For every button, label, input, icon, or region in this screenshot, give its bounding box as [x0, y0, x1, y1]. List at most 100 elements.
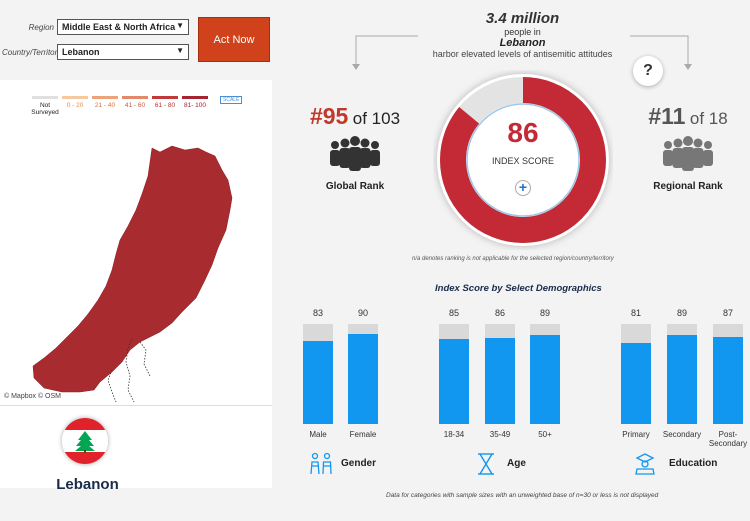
bar-track	[485, 324, 515, 424]
graduate-icon	[635, 453, 655, 475]
bar-category-label: Female	[349, 430, 377, 439]
gender-icon	[310, 452, 332, 475]
region-select-value: Middle East & North Africa	[62, 22, 176, 32]
scale-toggle[interactable]: SCALE	[220, 96, 243, 104]
global-rank-label: Global Rank	[325, 181, 385, 192]
legend-item: Not Surveyed	[30, 96, 60, 116]
border-line	[107, 369, 117, 403]
headline-country: Lebanon	[499, 37, 546, 49]
bar-category-label: 50+	[538, 430, 552, 439]
legend-item: 81- 100	[180, 96, 210, 116]
global-rank-number: #95	[309, 103, 349, 129]
bar-category-label: Male	[309, 430, 327, 439]
bar-value-label: 86	[494, 308, 505, 318]
legend-label: 81- 100	[183, 102, 207, 109]
border-line	[139, 341, 151, 377]
country-select[interactable]: Lebanon ▼	[57, 44, 189, 60]
legend-swatch	[62, 96, 88, 99]
country-map[interactable]	[0, 80, 272, 405]
people-in-text: people in	[504, 27, 541, 37]
country-name: Lebanon	[56, 476, 119, 493]
headline-description: harbor elevated levels of antisemitic at…	[432, 49, 613, 59]
legend-swatch	[92, 96, 118, 99]
country-select-value: Lebanon	[62, 47, 100, 57]
lebanon-shape	[32, 145, 233, 393]
bar-fill	[348, 334, 378, 424]
bar-track	[530, 324, 560, 424]
chevron-down-icon: ▼	[176, 21, 184, 30]
bar-track	[348, 324, 378, 424]
age-group-label: Age	[507, 458, 526, 469]
bar-value-label: 81	[630, 308, 641, 318]
demographics-title: Index Score by Select Demographics	[435, 283, 602, 294]
regional-rank-label: Regional Rank	[653, 181, 723, 192]
hourglass-icon	[478, 453, 494, 475]
na-note: n/a denotes ranking is not applicable fo…	[412, 256, 614, 262]
donut-inner	[466, 103, 580, 217]
legend-item: 0 - 20	[60, 96, 90, 116]
legend-label: 0 - 20	[66, 102, 84, 109]
people-count: 3.4 million	[485, 10, 560, 27]
help-icon[interactable]: ?	[633, 56, 663, 86]
bar-category-label: Post- Secondary	[708, 430, 748, 448]
bar-category-label: 18-34	[443, 430, 465, 439]
bar-fill	[485, 338, 515, 424]
bar-track	[439, 324, 469, 424]
bar-fill	[667, 335, 697, 424]
legend-item: 61 - 80	[150, 96, 180, 116]
footnote: Data for categories with sample sizes wi…	[386, 492, 659, 499]
act-now-button[interactable]: Act Now	[198, 17, 270, 62]
donut-score-arc	[440, 77, 606, 243]
regional-rank-total: of 18	[689, 109, 728, 128]
global-rank: #95 of 103 Global Rank	[300, 103, 410, 192]
region-label: Region	[28, 23, 54, 32]
map-attribution[interactable]: © Mapbox © OSM	[4, 393, 61, 400]
bar-track	[667, 324, 697, 424]
arrow-head	[684, 64, 692, 70]
legend-swatch	[122, 96, 148, 99]
arrow-head	[352, 64, 360, 70]
education-group-label: Education	[669, 458, 718, 469]
legend-label: Not Surveyed	[31, 102, 59, 116]
bar-track	[713, 324, 743, 424]
map-legend: Not Surveyed 0 - 20 21 - 40 41 - 60 61 -…	[30, 96, 243, 116]
gender-group-label: Gender	[341, 458, 377, 469]
bar-fill	[621, 343, 651, 424]
bar-value-label: 90	[357, 308, 368, 318]
bar-value-label: 83	[312, 308, 323, 318]
legend-label: 41 - 60	[124, 102, 146, 109]
bar-track	[303, 324, 333, 424]
bar-fill	[303, 341, 333, 424]
bar-value-label: 89	[676, 308, 687, 318]
chevron-down-icon: ▼	[176, 46, 184, 55]
global-rank-total: of 103	[352, 109, 401, 128]
country-flag-panel: Lebanon	[0, 405, 272, 493]
legend-swatch	[152, 96, 178, 99]
country-label: Country/Territory	[2, 48, 62, 57]
legend-item: 41 - 60	[120, 96, 150, 116]
bar-category-label: Primary	[622, 430, 650, 439]
people-group-icon	[663, 136, 713, 171]
legend-label: 61 - 80	[154, 102, 176, 109]
headline: 3.4 million people in Lebanon harbor ele…	[400, 10, 645, 59]
bar-track	[621, 324, 651, 424]
index-score-label: INDEX SCORE	[491, 156, 554, 166]
index-score-donut	[437, 74, 609, 246]
bar-category-label: 35-49	[489, 430, 511, 439]
region-select[interactable]: Middle East & North Africa ▼	[57, 19, 189, 35]
index-score-value: 86	[507, 117, 539, 148]
people-group-icon	[330, 136, 380, 171]
bar-fill	[439, 339, 469, 424]
expand-plus-icon[interactable]: +	[515, 180, 531, 196]
legend-item: 21 - 40	[90, 96, 120, 116]
bar-fill	[530, 335, 560, 424]
lebanon-flag-icon	[62, 418, 108, 464]
bar-fill	[713, 337, 743, 424]
map-panel[interactable]: Not Surveyed 0 - 20 21 - 40 41 - 60 61 -…	[0, 80, 272, 405]
legend-swatch	[182, 96, 208, 99]
bar-category-label: Secondary	[662, 430, 702, 439]
bar-value-label: 89	[539, 308, 550, 318]
regional-rank: #11 of 18 Regional Rank	[638, 103, 738, 192]
legend-swatch	[32, 96, 58, 99]
legend-label: 21 - 40	[94, 102, 116, 109]
